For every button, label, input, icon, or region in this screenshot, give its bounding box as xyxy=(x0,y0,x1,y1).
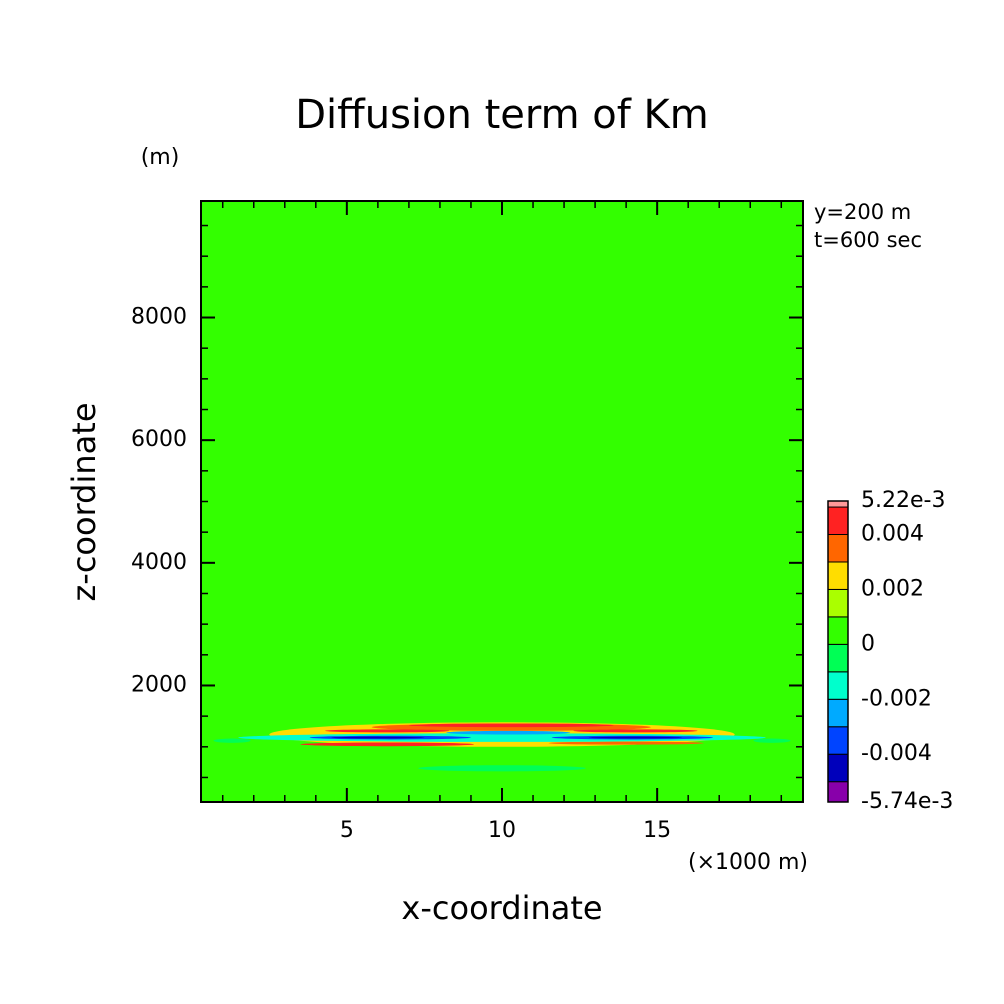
x-tick-label: 10 xyxy=(488,818,516,843)
contour-region xyxy=(331,736,425,739)
y-axis-label: z-coordinate xyxy=(65,402,103,601)
colorbar-segment xyxy=(827,534,849,563)
colorbar-tick-label: 5.22e-3 xyxy=(861,488,945,513)
colorbar-tick-label: -0.002 xyxy=(861,686,932,711)
contour-region xyxy=(325,729,450,733)
colorbar-segment xyxy=(827,561,849,590)
y-tick-label: 8000 xyxy=(131,305,187,330)
colorbar-segment xyxy=(827,726,849,755)
contour-region xyxy=(573,729,698,733)
colorbar-segment xyxy=(827,643,849,673)
contour-region xyxy=(238,733,766,742)
contour-region xyxy=(408,723,614,728)
contour-background xyxy=(201,201,803,802)
contour-region xyxy=(588,736,682,739)
colorbar-segment xyxy=(827,500,849,508)
contour-field xyxy=(201,201,803,802)
contour-region xyxy=(300,742,475,747)
colorbar-tick-label: 0.002 xyxy=(861,576,924,601)
y-tick-label: 4000 xyxy=(131,550,187,575)
colorbar-segment xyxy=(827,506,849,536)
contour-region xyxy=(418,765,586,772)
contour-region xyxy=(753,738,791,743)
colorbar-segment xyxy=(827,588,849,618)
colorbar-tick-label: -5.74e-3 xyxy=(861,789,953,814)
colorbar-tick-label: -0.004 xyxy=(861,741,932,766)
colorbar-tick-label: 0.004 xyxy=(861,522,924,547)
chart-title: Diffusion term of Km xyxy=(295,92,709,138)
axes: 5 10 15 2000 4000 6000 8000 5.22e-3 0.004 0.002 0 -… xyxy=(131,200,953,843)
y-tick-label: 2000 xyxy=(131,672,187,697)
colorbar-segment xyxy=(827,671,849,700)
contour-region xyxy=(548,741,704,745)
x-unit: (×1000 m) xyxy=(688,850,808,875)
y-unit: (m) xyxy=(141,145,180,170)
annotation: t=600 sec xyxy=(814,228,922,252)
colorbar-segment xyxy=(827,781,849,803)
colorbar-segment xyxy=(827,698,849,728)
x-tick-label: 5 xyxy=(340,818,354,843)
colorbar-frame xyxy=(827,500,849,803)
contour-region xyxy=(213,738,251,743)
colorbar-segment xyxy=(827,753,849,783)
y-tick-label: 6000 xyxy=(131,427,187,452)
x-tick-label: 15 xyxy=(643,818,671,843)
colorbar-tick-label: 0 xyxy=(861,631,875,656)
contour-region xyxy=(446,730,571,735)
colorbar-segment xyxy=(827,616,849,645)
x-axis-label: x-coordinate xyxy=(401,889,602,927)
annotation: y=200 m xyxy=(814,200,911,224)
